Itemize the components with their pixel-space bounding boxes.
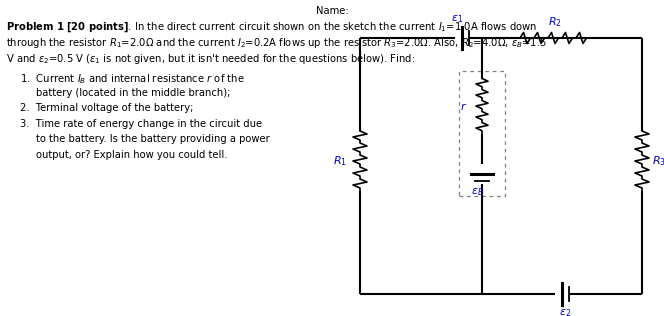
- Text: battery (located in the middle branch);: battery (located in the middle branch);: [36, 88, 230, 98]
- Text: through the resistor $R_1$=2.0$\Omega$ and the current $I_2$=0.2A flows up the r: through the resistor $R_1$=2.0$\Omega$ a…: [6, 36, 547, 50]
- Text: $\mathbf{Problem\ 1\ [20\ points]}$. In the direct current circuit shown on the : $\mathbf{Problem\ 1\ [20\ points]}$. In …: [6, 20, 537, 33]
- Text: 1.  Current $I_B$ and internal resistance $r$ of the: 1. Current $I_B$ and internal resistance…: [20, 72, 244, 86]
- Bar: [459, 71, 505, 196]
- Text: $R_1$: $R_1$: [333, 154, 347, 168]
- Text: $\varepsilon_B$: $\varepsilon_B$: [471, 186, 483, 198]
- Text: to the battery. Is the battery providing a power: to the battery. Is the battery providing…: [36, 134, 270, 144]
- Text: $\varepsilon_1$: $\varepsilon_1$: [451, 13, 463, 25]
- Text: $r$: $r$: [460, 100, 467, 112]
- Text: Name:: Name:: [315, 6, 349, 16]
- Text: $R_2$: $R_2$: [548, 15, 562, 29]
- Text: 3.  Time rate of energy change in the circuit due: 3. Time rate of energy change in the cir…: [20, 118, 262, 129]
- Text: $\varepsilon_2$: $\varepsilon_2$: [559, 307, 571, 316]
- Text: output, or? Explain how you could tell.: output, or? Explain how you could tell.: [36, 149, 228, 160]
- Text: V and $\varepsilon_2$=0.5 V ($\varepsilon_1$ is not given, but it isn't needed f: V and $\varepsilon_2$=0.5 V ($\varepsilo…: [6, 52, 415, 66]
- Text: 2.  Terminal voltage of the battery;: 2. Terminal voltage of the battery;: [20, 103, 193, 113]
- Text: $R_3$: $R_3$: [652, 154, 664, 168]
